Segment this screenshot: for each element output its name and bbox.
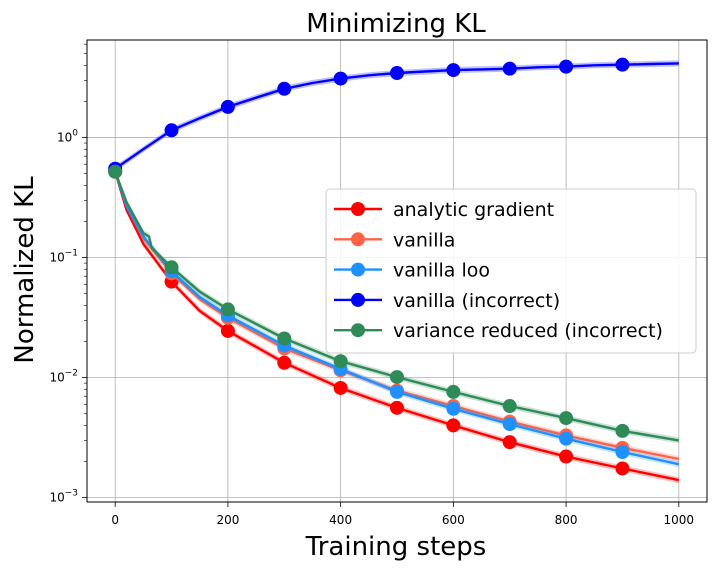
data-point: [333, 71, 348, 86]
data-point: [446, 63, 461, 78]
legend-item: vanilla (incorrect): [334, 290, 560, 312]
legend: analytic gradient vanilla vanilla loo vanil…: [325, 188, 697, 354]
chart-title: Minimizing KL: [306, 9, 486, 39]
data-point: [277, 81, 292, 96]
series-line: [114, 171, 679, 442]
data-point: [164, 123, 179, 138]
legend-marker: [351, 323, 365, 338]
data-point: [390, 400, 404, 415]
series-line: [114, 171, 680, 482]
data-point: [559, 431, 574, 446]
legend-item: analytic gradient: [334, 199, 554, 221]
x-tick-label: 1000: [664, 513, 695, 527]
x-tick-label: 0: [111, 513, 119, 527]
data-point: [615, 445, 630, 460]
x-axis-label: Training steps: [305, 532, 487, 562]
y-tick-label: 10−2: [49, 369, 78, 385]
legend-marker: [351, 262, 365, 277]
data-point: [615, 461, 630, 476]
y-axis-label: Normalized KL: [10, 176, 40, 364]
data-point: [333, 380, 348, 395]
data-point: [220, 99, 235, 114]
series-layer: [108, 57, 680, 484]
data-point: [559, 449, 574, 464]
y-tick-label: 10−3: [49, 489, 78, 505]
x-tick-label: 200: [216, 513, 239, 527]
legend-marker: [351, 202, 365, 216]
data-point: [559, 59, 574, 74]
y-tick-label: 100: [57, 129, 78, 145]
data-point: [164, 260, 179, 275]
legend-label: vanilla loo: [393, 260, 490, 282]
legend-marker: [351, 292, 365, 307]
plot-frame: [86, 39, 708, 503]
x-tick-label: 600: [442, 513, 465, 527]
legend-label: analytic gradient: [393, 199, 554, 221]
data-point: [390, 384, 404, 399]
data-point: [446, 401, 461, 416]
legend-item: vanilla loo: [334, 260, 490, 282]
data-point: [390, 66, 404, 81]
data-point: [446, 384, 461, 399]
data-point: [502, 435, 517, 450]
legend-item: vanilla: [334, 229, 455, 251]
legend-label: vanilla: [393, 229, 455, 251]
series-line: [114, 171, 680, 466]
data-point: [502, 61, 517, 76]
data-point: [108, 164, 123, 179]
data-point: [390, 370, 404, 385]
data-point: [277, 331, 292, 346]
data-point: [220, 302, 235, 317]
legend-item: variance reduced (incorrect): [334, 320, 663, 342]
x-tick-label: 800: [555, 513, 578, 527]
axes: 0 200 400 600 800 1000 10−3 10−2 10−1 100: [49, 43, 695, 527]
y-tick-label: 10−1: [49, 249, 78, 265]
data-point: [220, 323, 235, 338]
legend-marker: [351, 232, 365, 247]
series-3: [108, 57, 679, 176]
legend-box: [325, 188, 697, 354]
data-point: [446, 418, 461, 433]
data-point: [615, 423, 630, 438]
data-point: [277, 355, 292, 370]
legend-label: variance reduced (incorrect): [393, 320, 663, 342]
data-point: [559, 411, 574, 426]
data-point: [502, 417, 517, 432]
series-4: [108, 164, 679, 444]
data-point: [333, 354, 348, 369]
legend-label: vanilla (incorrect): [393, 290, 560, 312]
x-tick-label: 400: [329, 513, 352, 527]
data-point: [615, 57, 630, 72]
data-point: [502, 399, 517, 414]
